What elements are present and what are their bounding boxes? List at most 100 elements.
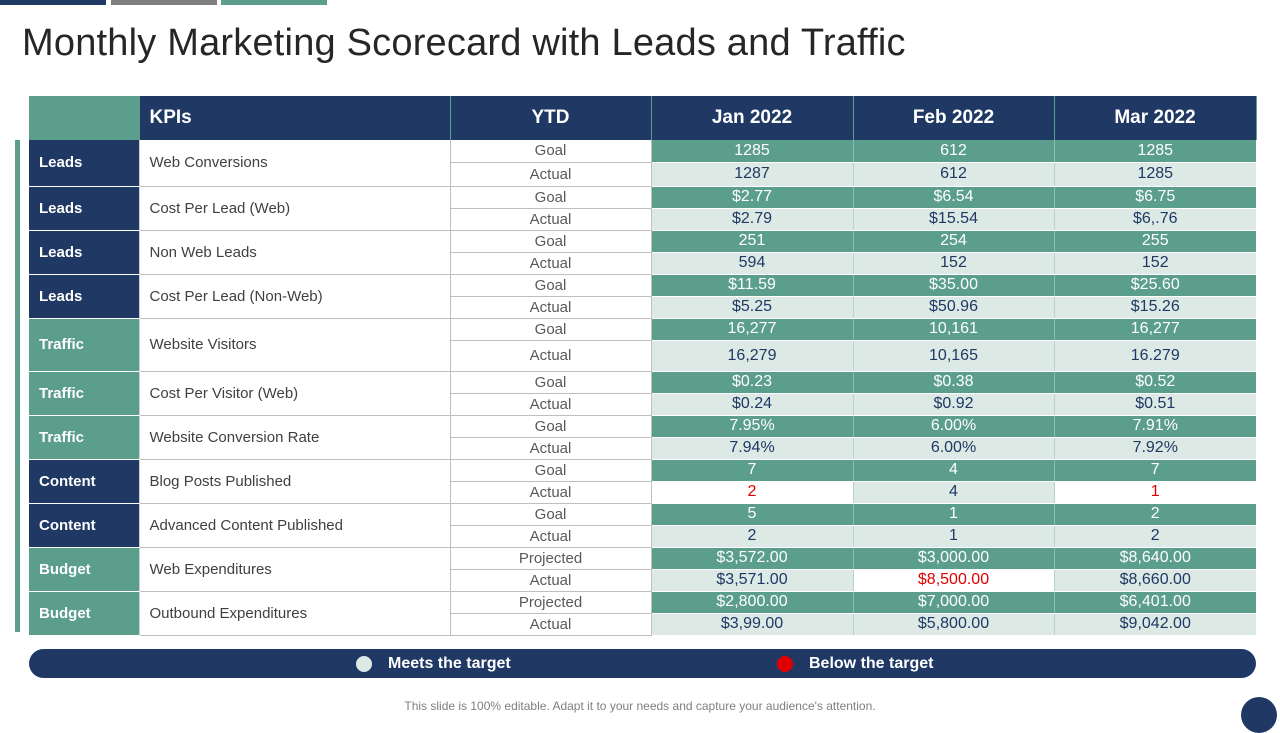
- category-cell: Traffic: [29, 415, 139, 460]
- goal-value-jan: 7.95%: [650, 415, 853, 438]
- actual-label-cell: Actual: [449, 252, 652, 275]
- actual-value-jan: 2: [650, 525, 853, 548]
- meets-target-dot-icon: [356, 655, 372, 672]
- actual-value-mar: $0.51: [1053, 393, 1256, 416]
- scorecard-table: KPIs YTD Jan 2022 Feb 2022 Mar 2022 Lead…: [29, 96, 1257, 636]
- goal-value-mar: 7: [1053, 459, 1256, 482]
- category-cell: Content: [29, 503, 139, 548]
- actual-value-jan: 16,279: [650, 340, 853, 372]
- actual-label-cell: Actual: [449, 613, 652, 636]
- goal-value-mar: $25.60: [1053, 274, 1256, 297]
- table-row: Content Advanced Content Published Goal 5 1 2: [29, 503, 1256, 548]
- goal-label-cell: Goal: [449, 140, 652, 163]
- goal-value-feb: $0.38: [852, 371, 1054, 394]
- table-row: Actual $3,571.00 $8,500.00 $8,660.00: [29, 569, 1256, 592]
- header-mar: Mar 2022: [1053, 96, 1257, 140]
- table-row: Leads Cost Per Lead (Web) Goal $2.77 $6.54 $6…: [29, 186, 1256, 231]
- goal-value-jan: $0.23: [650, 371, 853, 394]
- actual-value-feb: $5,800.00: [852, 613, 1054, 636]
- category-cell: Leads: [29, 274, 139, 319]
- goal-value-mar: $6,401.00: [1053, 591, 1256, 614]
- goal-value-mar: $6.75: [1053, 186, 1256, 209]
- header-ytd: YTD: [449, 96, 652, 140]
- goal-label-cell: Goal: [449, 230, 652, 253]
- legend-below: Below the target: [777, 649, 933, 678]
- goal-label-cell: Goal: [449, 318, 652, 341]
- corner-decoration: [1241, 697, 1277, 733]
- category-cell: Content: [29, 459, 139, 504]
- left-accent-line: [15, 140, 20, 632]
- goal-label-cell: Projected: [449, 547, 652, 570]
- table-row: Leads Cost Per Lead (Non-Web) Goal $11.59 $3…: [29, 274, 1256, 319]
- actual-value-mar: $15.26: [1053, 296, 1256, 319]
- goal-value-jan: 5: [650, 503, 853, 526]
- actual-value-mar: 1: [1053, 481, 1256, 504]
- header-corner: [29, 96, 140, 140]
- table-header-row: KPIs YTD Jan 2022 Feb 2022 Mar 2022: [29, 96, 1257, 140]
- actual-value-jan: $3,99.00: [650, 613, 853, 636]
- actual-value-jan: $2.79: [650, 208, 853, 231]
- table-row: Actual $2.79 $15.54 $6,.76: [29, 208, 1256, 231]
- goal-value-mar: 1285: [1053, 140, 1256, 163]
- actual-value-mar: 7.92%: [1053, 437, 1256, 460]
- category-cell: Traffic: [29, 371, 139, 416]
- kpi-name-cell: Non Web Leads: [138, 230, 450, 275]
- kpi-name-cell: Website Conversion Rate: [138, 415, 450, 460]
- goal-value-mar: 16,277: [1053, 318, 1256, 341]
- actual-value-mar: 2: [1053, 525, 1256, 548]
- actual-value-jan: 1287: [650, 162, 853, 187]
- legend-bar: Meets the target Below the target: [29, 649, 1256, 678]
- goal-value-jan: 1285: [650, 140, 853, 163]
- table-row: Budget Web Expenditures Projected $3,572.00…: [29, 547, 1256, 592]
- category-cell: Leads: [29, 140, 139, 187]
- table-row: Traffic Cost Per Visitor (Web) Goal $0.23 $0…: [29, 371, 1256, 416]
- goal-value-feb: $35.00: [852, 274, 1054, 297]
- table-row: Content Blog Posts Published Goal 7 4 7: [29, 459, 1256, 504]
- actual-value-jan: 7.94%: [650, 437, 853, 460]
- actual-value-feb: 10,165: [852, 340, 1054, 372]
- goal-value-mar: 7.91%: [1053, 415, 1256, 438]
- table-row: Actual $0.24 $0.92 $0.51: [29, 393, 1256, 416]
- kpi-name-cell: Advanced Content Published: [138, 503, 450, 548]
- goal-value-mar: 2: [1053, 503, 1256, 526]
- footer-note: This slide is 100% editable. Adapt it to…: [404, 699, 876, 713]
- actual-label-cell: Actual: [449, 296, 652, 319]
- kpi-name-cell: Website Visitors: [138, 318, 450, 372]
- goal-value-jan: 7: [650, 459, 853, 482]
- table-row: Traffic Website Conversion Rate Goal 7.95% 6…: [29, 415, 1256, 460]
- legend-meets-label: Meets the target: [388, 654, 511, 672]
- kpi-name-cell: Web Expenditures: [138, 547, 450, 592]
- actual-value-feb: $15.54: [852, 208, 1054, 231]
- goal-value-jan: $3,572.00: [650, 547, 853, 570]
- goal-label-cell: Goal: [449, 459, 652, 482]
- category-cell: Leads: [29, 230, 139, 275]
- table-row: Leads Web Conversions Goal 1285 612 1285: [29, 140, 1256, 187]
- top-accent-bar-green: [221, 0, 327, 5]
- legend-meets: Meets the target: [356, 649, 511, 678]
- header-feb: Feb 2022: [852, 96, 1055, 140]
- actual-value-feb: $8,500.00: [852, 569, 1054, 592]
- goal-value-jan: 251: [650, 230, 853, 253]
- goal-value-jan: $11.59: [650, 274, 853, 297]
- actual-value-mar: $8,660.00: [1053, 569, 1256, 592]
- table-row: Leads Non Web Leads Goal 251 254 255: [29, 230, 1256, 275]
- kpi-name-cell: Outbound Expenditures: [138, 591, 450, 636]
- actual-value-feb: 152: [852, 252, 1054, 275]
- goal-value-jan: $2.77: [650, 186, 853, 209]
- goal-value-feb: 6.00%: [852, 415, 1054, 438]
- below-target-dot-icon: [777, 655, 793, 672]
- table-row: Actual $5.25 $50.96 $15.26: [29, 296, 1256, 319]
- actual-value-feb: 4: [852, 481, 1054, 504]
- actual-value-mar: 16.279: [1053, 340, 1256, 372]
- actual-label-cell: Actual: [449, 481, 652, 504]
- page-title: Monthly Marketing Scorecard with Leads a…: [22, 22, 906, 64]
- top-accent-bar-navy: [0, 0, 106, 5]
- goal-value-feb: 1: [852, 503, 1054, 526]
- actual-value-jan: $5.25: [650, 296, 853, 319]
- goal-label-cell: Goal: [449, 371, 652, 394]
- actual-value-feb: 1: [852, 525, 1054, 548]
- category-cell: Budget: [29, 547, 139, 592]
- actual-value-feb: $0.92: [852, 393, 1054, 416]
- category-cell: Traffic: [29, 318, 139, 372]
- actual-label-cell: Actual: [449, 437, 652, 460]
